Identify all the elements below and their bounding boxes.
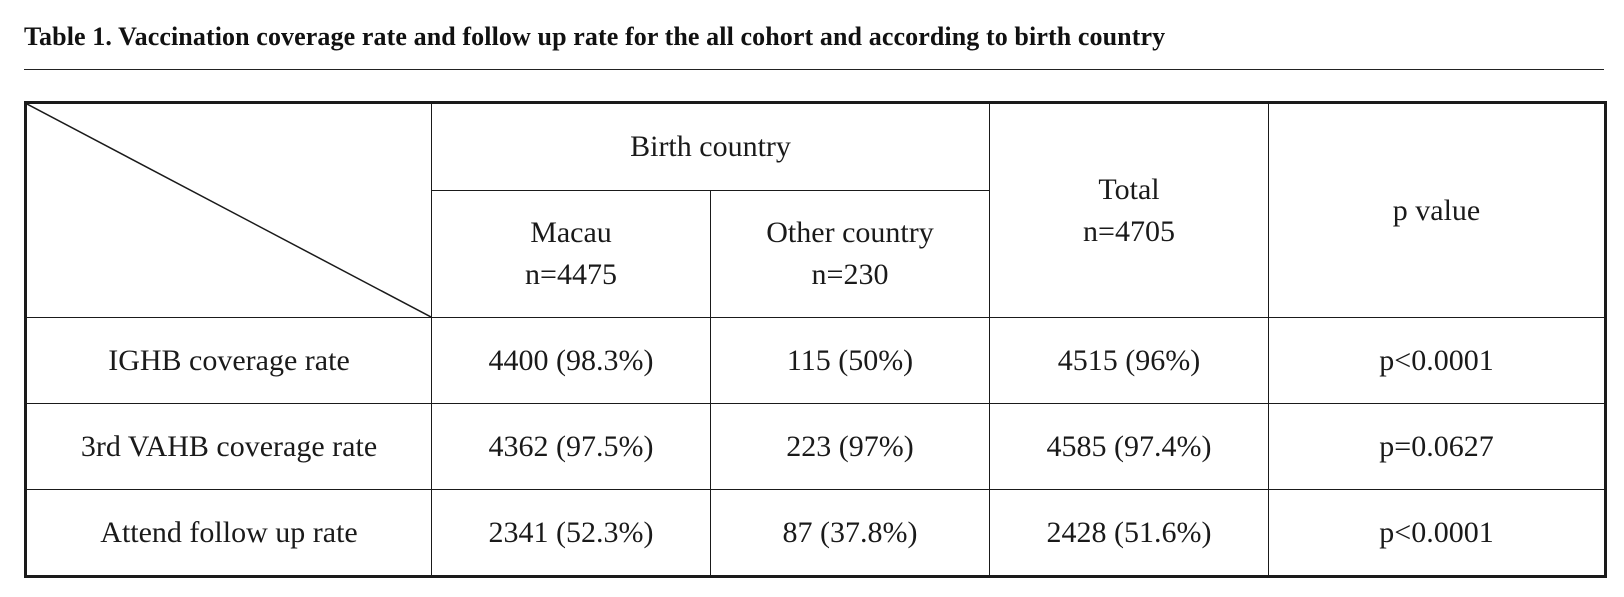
caption-divider xyxy=(24,69,1604,70)
cell-macau: 4362 (97.5%) xyxy=(431,403,711,490)
row-label: 3rd VAHB coverage rate xyxy=(25,403,432,490)
header-total-name: Total xyxy=(1098,172,1160,206)
header-total: Total n=4705 xyxy=(989,102,1269,318)
header-p-value: p value xyxy=(1268,102,1606,318)
cell-macau: 4400 (98.3%) xyxy=(431,317,711,404)
table-row-vahb: 3rd VAHB coverage rate 4362 (97.5%) 223 … xyxy=(25,403,1606,490)
cell-p-value: p=0.0627 xyxy=(1268,403,1606,490)
row-label: Attend follow up rate xyxy=(25,489,432,577)
cell-p-value: p<0.0001 xyxy=(1268,317,1606,404)
diagonal-line xyxy=(27,104,431,317)
group-header-birth-country: Birth country xyxy=(431,102,990,191)
header-other-n: n=230 xyxy=(811,258,889,291)
table-caption: Table 1. Vaccination coverage rate and f… xyxy=(24,22,1166,51)
header-macau: Macau n=4475 xyxy=(431,190,711,318)
header-total-n: n=4705 xyxy=(1083,214,1175,248)
header-macau-n: n=4475 xyxy=(525,258,617,291)
cell-other: 115 (50%) xyxy=(710,317,990,404)
cell-macau: 2341 (52.3%) xyxy=(431,489,711,577)
corner-cell xyxy=(25,102,432,318)
header-other-name: Other country xyxy=(766,216,934,249)
cell-total: 4515 (96%) xyxy=(989,317,1269,404)
cell-total: 2428 (51.6%) xyxy=(989,489,1269,577)
table-row-follow-up: Attend follow up rate 2341 (52.3%) 87 (3… xyxy=(25,489,1606,577)
cell-total: 4585 (97.4%) xyxy=(989,403,1269,490)
table-row-ighb: IGHB coverage rate 4400 (98.3%) 115 (50%… xyxy=(25,317,1606,404)
header-macau-name: Macau xyxy=(530,216,612,249)
cell-p-value: p<0.0001 xyxy=(1268,489,1606,577)
cell-other: 223 (97%) xyxy=(710,403,990,490)
cell-other: 87 (37.8%) xyxy=(710,489,990,577)
row-label: IGHB coverage rate xyxy=(25,317,432,404)
data-table: Birth country Total n=4705 p value Macau… xyxy=(24,101,1607,578)
header-row-group: Birth country Total n=4705 p value xyxy=(25,102,1606,318)
header-other-country: Other country n=230 xyxy=(710,190,990,318)
